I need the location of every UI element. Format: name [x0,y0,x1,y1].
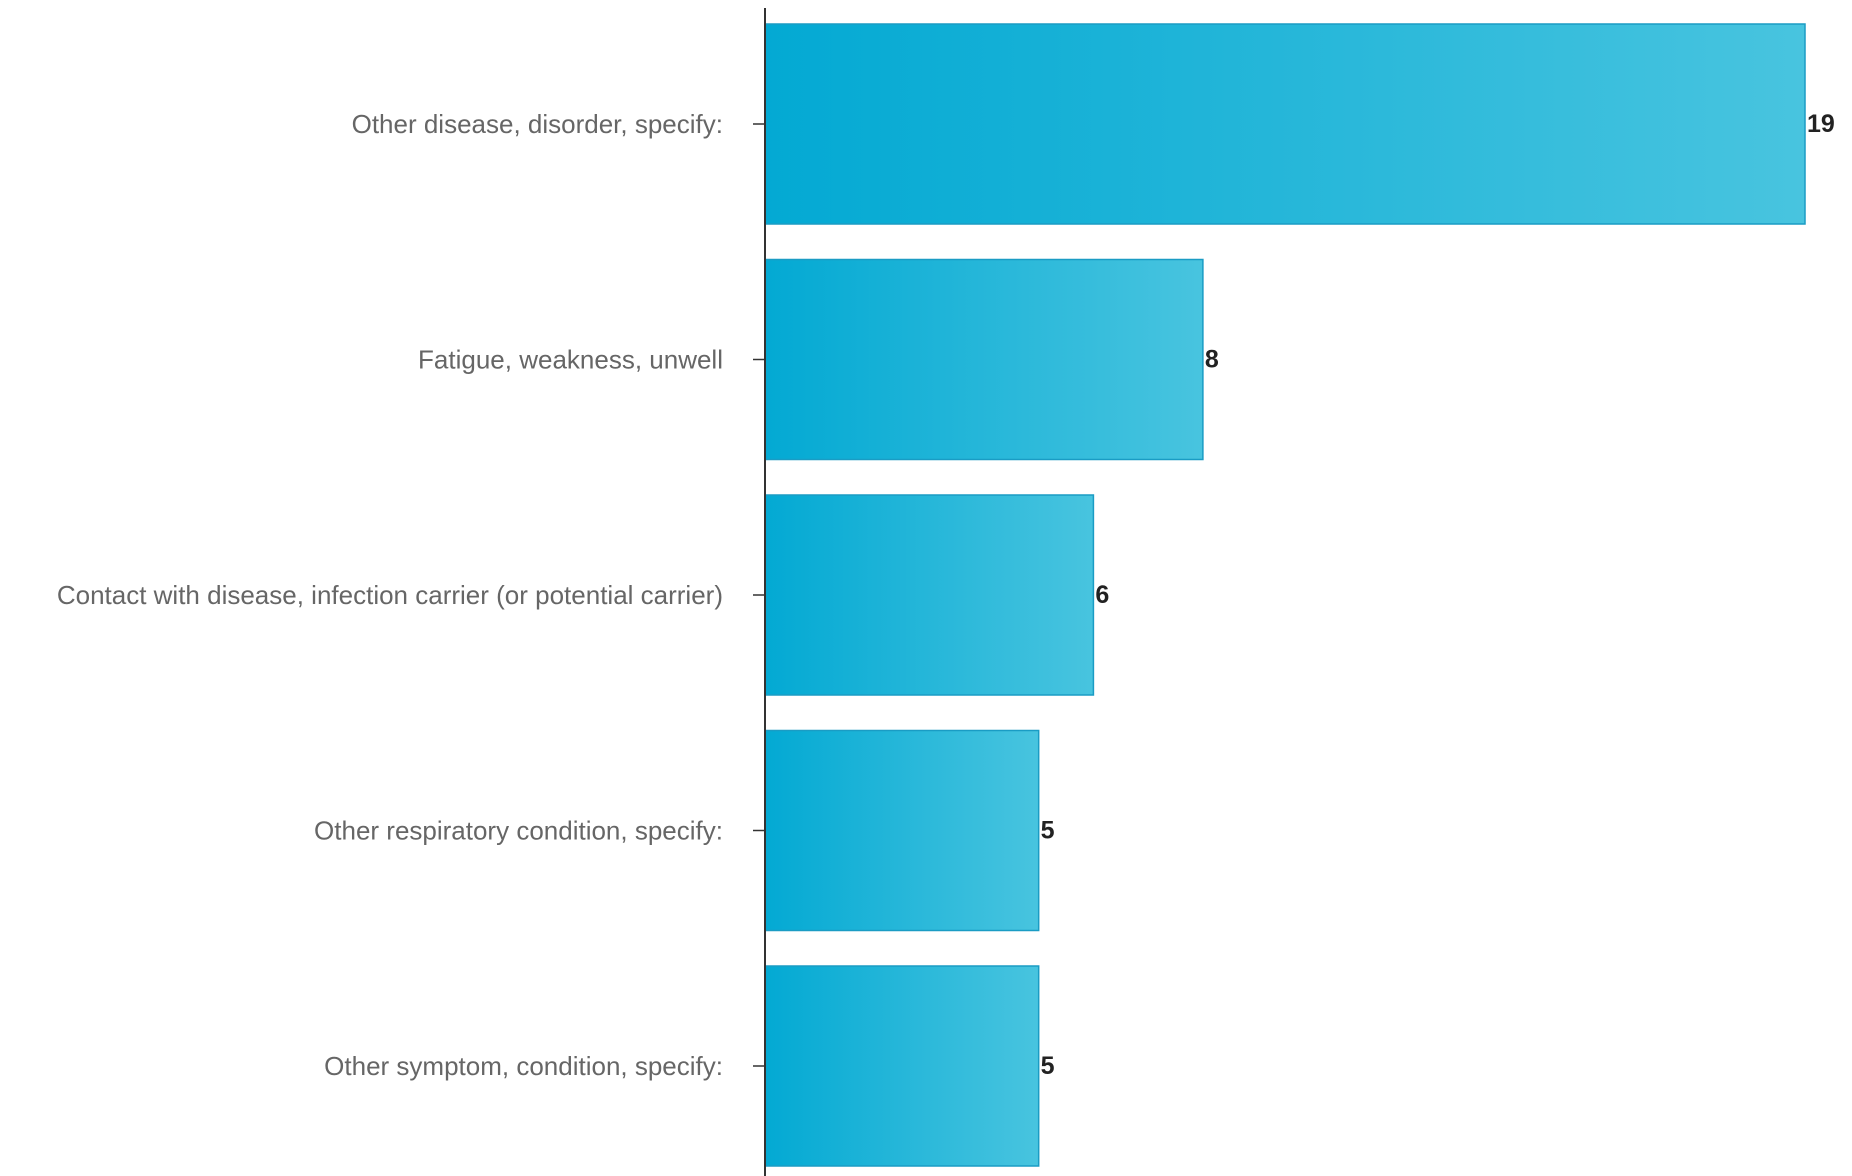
bar-3 [764,729,1040,932]
bars-layer [764,23,1806,1167]
value-labels-layer: 19 8 6 5 5 [1041,110,1835,1080]
bar-4 [764,965,1040,1167]
category-labels-layer: Other disease, disorder, specify: Fatigue… [57,109,723,1081]
value-label-3: 5 [1041,817,1055,845]
y-axis-ticks-layer [753,123,765,1067]
category-label-3: Other respiratory condition, specify: [314,816,723,846]
value-label-1: 8 [1205,346,1219,374]
bar-2 [764,494,1095,696]
category-label-1: Fatigue, weakness, unwell [418,345,723,375]
value-label-2: 6 [1095,581,1109,609]
category-label-2: Contact with disease, infection carrier … [57,580,723,610]
bar-1 [764,258,1204,461]
value-label-0: 19 [1807,110,1835,138]
value-label-4: 5 [1041,1052,1055,1080]
category-label-0: Other disease, disorder, specify: [352,109,723,139]
category-label-4: Other symptom, condition, specify: [324,1051,723,1081]
bar-0 [764,23,1806,225]
